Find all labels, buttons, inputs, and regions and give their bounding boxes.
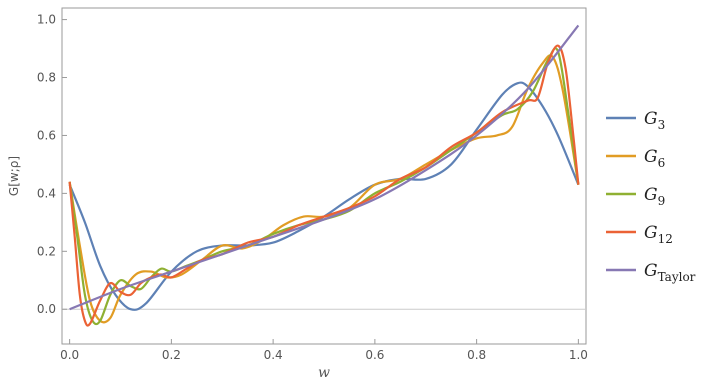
legend: G3 G6 G9 G12 GTaylor [606, 109, 696, 284]
legend-item: GTaylor [606, 261, 696, 284]
y-tick-label: 1.0 [37, 13, 56, 27]
x-tick-label: 0.8 [467, 348, 486, 362]
x-tick-label: 0.6 [365, 348, 384, 362]
series-lines [68, 24, 580, 327]
y-axis-label: G[w;ρ] [7, 156, 21, 196]
legend-label: G3 [644, 109, 665, 132]
x-axis-label: w [318, 365, 330, 381]
x-tick-label: 1.0 [569, 348, 588, 362]
series-line-G-3 [68, 81, 580, 311]
series-line-G-Taylor [69, 24, 580, 311]
series-line-G-9 [68, 47, 580, 326]
y-tick-label: 0.6 [37, 128, 56, 142]
legend-label: GTaylor [644, 261, 696, 284]
series-line-G-6 [68, 54, 580, 324]
y-tick-label: 0.8 [37, 71, 56, 85]
legend-label: G6 [644, 147, 665, 170]
legend-item: G3 [606, 109, 665, 132]
legend-item: G12 [606, 223, 673, 246]
x-tick-label: 0.2 [162, 348, 181, 362]
x-axis-ticks: 0.0 0.2 0.4 0.6 0.8 1.0 [60, 339, 588, 362]
legend-label: G9 [644, 185, 665, 208]
x-tick-label: 0.0 [60, 348, 79, 362]
y-tick-label: 0.0 [37, 302, 56, 316]
legend-item: G9 [606, 185, 665, 208]
y-tick-label: 0.4 [37, 186, 56, 200]
series-line-G-12 [68, 44, 580, 327]
x-tick-label: 0.4 [264, 348, 283, 362]
plot-frame [61, 7, 587, 345]
y-tick-label: 0.2 [37, 244, 56, 258]
legend-label: G12 [644, 223, 673, 246]
y-axis-ticks: 0.0 0.2 0.4 0.6 0.8 1.0 [37, 13, 67, 316]
legend-item: G6 [606, 147, 665, 170]
